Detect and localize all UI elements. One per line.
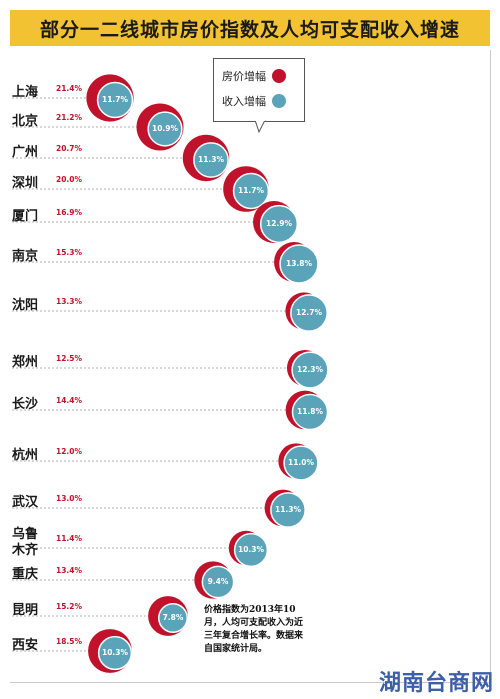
price-value-label: 15.3%: [56, 248, 83, 257]
income-circle: [291, 351, 329, 389]
city-label: 郑州: [12, 354, 38, 370]
income-circle: [147, 111, 183, 147]
city-label: 厦门: [12, 208, 38, 224]
price-value-label: 20.7%: [56, 144, 83, 153]
price-value-label: 13.4%: [56, 566, 83, 575]
city-label: 乌鲁: [12, 526, 38, 542]
income-circle: [259, 204, 299, 244]
chart-frame: [10, 50, 491, 683]
price-value-label: 18.5%: [56, 637, 83, 646]
income-value-label: 11.3%: [198, 155, 225, 164]
income-value-label: 11.7%: [238, 186, 265, 195]
city-label: 广州: [12, 144, 38, 160]
income-circle: [270, 492, 306, 528]
city-label: 杭州: [12, 447, 38, 463]
income-value-label: 10.9%: [152, 124, 179, 133]
legend-swatch-price: [272, 69, 286, 83]
legend-item-income: 收入增幅: [222, 92, 266, 110]
income-circle: [97, 635, 133, 671]
legend-pointer: [255, 120, 266, 134]
price-value-label: 13.0%: [56, 494, 83, 503]
price-value-label: 14.4%: [56, 396, 83, 405]
price-value-label: 12.5%: [56, 354, 83, 363]
city-label: 木齐: [11, 542, 39, 558]
legend-item-price: 房价增幅: [222, 67, 266, 85]
income-circle: [233, 532, 269, 568]
city-label: 上海: [12, 84, 38, 100]
income-circle: [232, 172, 270, 210]
city-label: 昆明: [12, 602, 38, 618]
city-label: 深圳: [12, 175, 38, 191]
price-value-label: 20.0%: [56, 175, 83, 184]
income-circle: [96, 81, 134, 119]
price-value-label: 13.3%: [56, 297, 83, 306]
income-value-label: 13.8%: [286, 259, 313, 268]
chart-title: 部分一二线城市房价指数及人均可支配收入增速: [39, 18, 460, 41]
city-label: 西安: [12, 637, 38, 653]
income-value-label: 11.0%: [288, 458, 315, 467]
city-label: 北京: [12, 113, 38, 129]
legend-swatch-income: [272, 94, 286, 108]
city-label: 长沙: [12, 396, 38, 412]
city-label: 重庆: [12, 566, 38, 582]
price-value-label: 21.2%: [56, 113, 83, 122]
income-value-label: 7.8%: [163, 613, 184, 622]
income-value-label: 10.3%: [238, 545, 265, 554]
city-label: 南京: [12, 248, 38, 264]
city-label: 武汉: [12, 494, 39, 510]
price-value-label: 11.4%: [56, 534, 83, 543]
income-circle: [279, 244, 319, 284]
income-circle: [283, 445, 319, 481]
income-circle: [158, 603, 188, 633]
income-value-label: 12.9%: [266, 219, 293, 228]
income-value-label: 9.4%: [208, 577, 229, 586]
footnote: 价格指数为2013年10月，人均可支配收入为近三年复合增长率。数据来自国家统计局…: [204, 605, 304, 654]
income-circle: [290, 294, 328, 332]
legend-label-income: 收入增幅: [222, 95, 266, 108]
price-value-label: 16.9%: [56, 208, 83, 217]
income-value-label: 12.7%: [296, 308, 323, 317]
income-circle: [193, 142, 229, 178]
city-label: 沈阳: [12, 297, 38, 313]
income-value-label: 10.3%: [102, 648, 129, 657]
price-value-label: 12.0%: [56, 447, 83, 456]
income-circle: [291, 393, 329, 431]
watermark: 湖南台商网: [378, 671, 494, 696]
income-value-label: 12.3%: [297, 365, 324, 374]
price-value-label: 21.4%: [56, 84, 83, 93]
legend-label-price: 房价增幅: [222, 70, 266, 83]
price-value-label: 15.2%: [56, 602, 83, 611]
title-bar: 部分一二线城市房价指数及人均可支配收入增速: [10, 10, 490, 46]
income-circle: [201, 565, 235, 599]
income-value-label: 11.8%: [297, 407, 324, 416]
income-value-label: 11.7%: [102, 95, 129, 104]
income-value-label: 11.3%: [275, 505, 302, 514]
legend: 房价增幅 收入增幅: [213, 58, 305, 122]
